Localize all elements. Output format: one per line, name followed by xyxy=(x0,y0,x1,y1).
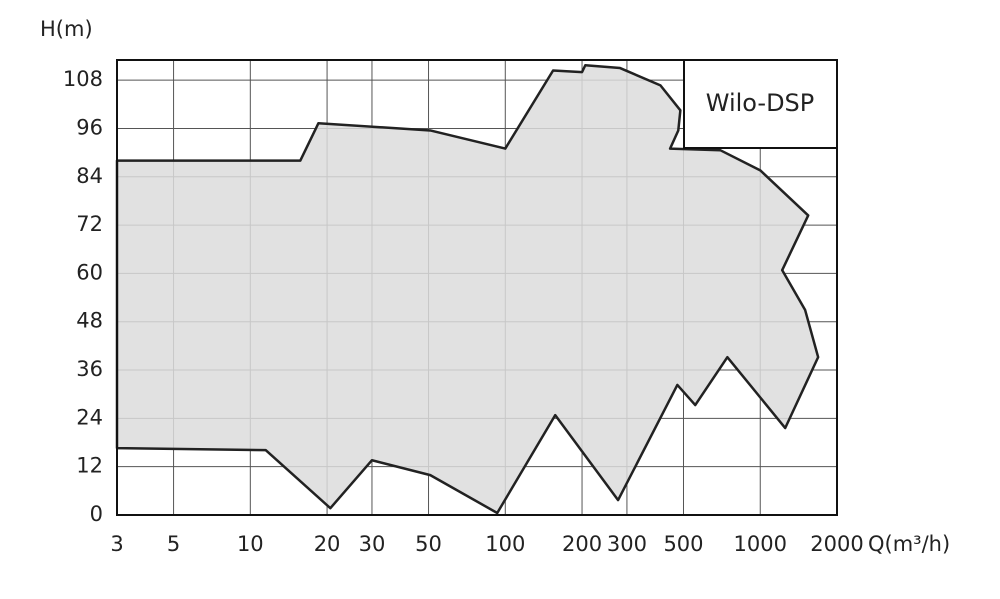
x-axis-label: Q(m³/h) xyxy=(868,532,950,556)
x-tick-label: 500 xyxy=(663,532,703,556)
y-tick-label: 12 xyxy=(76,454,103,478)
x-tick-label: 30 xyxy=(359,532,386,556)
area xyxy=(115,63,820,515)
y-tick-label: 108 xyxy=(63,67,103,91)
legend-box xyxy=(683,59,838,149)
y-tick-label: 24 xyxy=(76,405,103,429)
y-axis-label: H(m) xyxy=(40,17,93,41)
plot-area: 0 12 24 36 48 60 72 84 96 108 3 5 10 20 30 50 100 200 300 5… xyxy=(63,60,864,556)
x-tick-label: 200 xyxy=(562,532,602,556)
plot-frame xyxy=(116,59,838,516)
x-tick-label: 100 xyxy=(485,532,525,556)
y-tick-label: 36 xyxy=(76,357,103,381)
x-tick-label: 1000 xyxy=(734,532,787,556)
y-tick-label: 60 xyxy=(76,260,103,284)
x-tick-label: 50 xyxy=(415,532,442,556)
y-tick-label: 96 xyxy=(76,115,103,139)
x-tick-label: 10 xyxy=(237,532,264,556)
annotation: Wilo-DSP xyxy=(706,89,815,117)
x-tick-label: 3 xyxy=(110,532,123,556)
y-tick-label: 0 xyxy=(90,502,103,526)
y-tick-label: 84 xyxy=(76,164,103,188)
x-tick-label: 2000 xyxy=(810,532,863,556)
x-tick-label: 20 xyxy=(314,532,341,556)
x-tick-label: 5 xyxy=(167,532,180,556)
y-tick-label: 72 xyxy=(76,212,103,236)
x-tick-label: 300 xyxy=(607,532,647,556)
y-tick-label: 48 xyxy=(76,309,103,333)
